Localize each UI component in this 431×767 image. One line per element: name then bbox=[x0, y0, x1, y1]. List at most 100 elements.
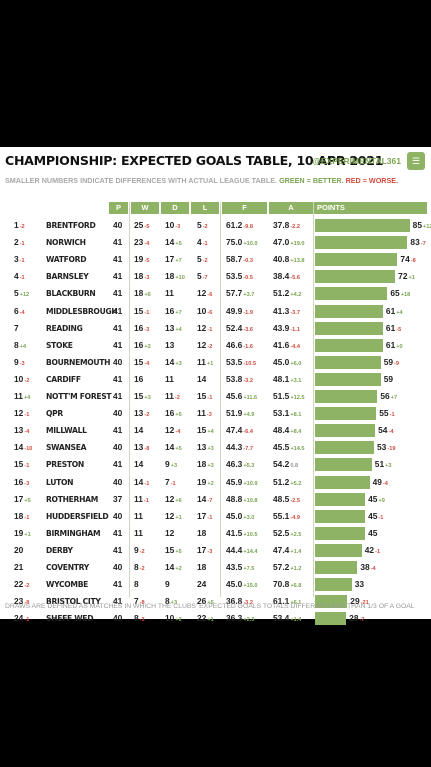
points-bar bbox=[315, 287, 388, 301]
table-row[interactable]: 12-1 QPR 40 13-2 16+5 11-3 51.9+4.9 53.1+8.1 55-… bbox=[0, 405, 431, 422]
played-cell: 41 bbox=[113, 339, 123, 350]
w-cell: 16 bbox=[134, 371, 144, 390]
points-cell: 85+12 bbox=[413, 217, 431, 236]
d-diff: +6 bbox=[175, 497, 182, 504]
played-cell: 41 bbox=[113, 579, 123, 590]
l-diff: -3 bbox=[206, 412, 212, 419]
team-name: NOTT'M FOREST bbox=[46, 392, 112, 401]
f-value: 53.5 bbox=[226, 356, 243, 367]
table-row[interactable]: 13-4 MILLWALL 41 14 12-4 15+4 47.4-6.4 48.4+8.4… bbox=[0, 422, 431, 439]
points-diff: -5 bbox=[396, 326, 402, 333]
table-row[interactable]: 15-1 PRESTON 41 14 9+3 18+3 46.3+5.3 54.20.8 51+… bbox=[0, 456, 431, 473]
w-value: 7 bbox=[134, 596, 139, 607]
points-value: 61 bbox=[385, 305, 396, 316]
a-value: 41.6 bbox=[273, 339, 290, 350]
rank-value: 23 bbox=[14, 596, 24, 607]
table-row[interactable]: 11+4 NOTT'M FOREST 41 15+3 11-2 15-1 45.6+11.6… bbox=[0, 388, 431, 405]
table-row[interactable]: 21 COVENTRY 40 8-2 14+2 18 43.5+7.5 57.2+1.2 38-… bbox=[0, 559, 431, 576]
played-cell: 40 bbox=[113, 356, 123, 367]
table-row[interactable]: 9-3 BOURNEMOUTH 40 15-4 14+3 11+1 53.5-10.5 45.… bbox=[0, 354, 431, 371]
table-row[interactable]: 4-1 BARNSLEY 41 18-3 18+10 5-7 53.5-0.5 38.4-5.… bbox=[0, 268, 431, 285]
table-row[interactable]: 19+1 BIRMINGHAM 41 11 12 18 41.5+10.5 52.5+2.5 4… bbox=[0, 525, 431, 542]
points-diff: +7 bbox=[390, 395, 398, 401]
a-diff: +8.1 bbox=[290, 412, 302, 419]
points-diff: -8 bbox=[410, 258, 416, 265]
points-bar bbox=[315, 441, 375, 455]
a-diff: +6.0 bbox=[290, 360, 302, 367]
points-cell: 59 bbox=[384, 371, 394, 390]
table-row[interactable]: 7 READING 41 16-3 13+4 12-1 52.4-3.6 43.9-1.1 61… bbox=[0, 320, 431, 337]
f-value: 46.3 bbox=[226, 459, 243, 470]
table-row[interactable]: 14-10 SWANSEA 40 13-8 14+5 13+3 44.3-7.7 45.5+1… bbox=[0, 439, 431, 456]
points-cell: 45-1 bbox=[368, 508, 383, 527]
table-row[interactable]: 16-3 LUTON 40 14-1 7-1 19+2 45.9+10.9 51.2+5.2 4… bbox=[0, 474, 431, 491]
a-cell: 51.2+4.2 bbox=[273, 285, 301, 304]
team-name: BIRMINGHAM bbox=[46, 528, 101, 538]
rank-cell: 22-2 bbox=[14, 576, 29, 595]
table-row[interactable]: 18-1 HUDDERSFIELD 40 11 12+1 17-1 45.0+3.0 55.1… bbox=[0, 508, 431, 525]
f-cell: 45.6+11.6 bbox=[226, 388, 257, 407]
table-row[interactable]: 8+4 STOKE 41 16+2 13 12-2 46.6-1.6 41.6-4.4 61+0 bbox=[0, 337, 431, 354]
f-value: 52.4 bbox=[226, 322, 243, 333]
d-cell: 12 bbox=[165, 525, 175, 544]
l-diff: +5 bbox=[207, 600, 214, 607]
table-row[interactable]: 5+12 BLACKBURN 41 18+6 11 12-6 57.7+3.7 51.2+4.… bbox=[0, 285, 431, 302]
points-cell: 29-21 bbox=[350, 593, 368, 612]
d-diff: +3 bbox=[170, 463, 178, 470]
w-diff: -1 bbox=[144, 480, 150, 487]
table-row[interactable]: 10-2 CARDIFF 41 16 11 14 53.8-3.2 48.1+3.1 59 bbox=[0, 371, 431, 388]
l-cell: 19+2 bbox=[197, 474, 214, 493]
f-value: 51.9 bbox=[226, 408, 243, 419]
points-diff: -4 bbox=[370, 566, 376, 572]
points-cell: 49-4 bbox=[373, 474, 388, 493]
rank-diff: -1 bbox=[19, 258, 25, 265]
l-cell: 15+4 bbox=[197, 422, 214, 441]
l-cell: 14-7 bbox=[197, 491, 212, 510]
a-diff: +1.2 bbox=[290, 566, 302, 572]
w-cell: 8-2 bbox=[134, 559, 145, 578]
table-row[interactable]: 6-4 MIDDLESBROUGH 41 15-1 16+7 10-6 49.9-1.9 41… bbox=[0, 303, 431, 320]
a-diff: +4.2 bbox=[290, 292, 302, 299]
points-value: 59 bbox=[383, 356, 394, 367]
f-cell: 53.8-3.2 bbox=[226, 371, 253, 390]
a-value: 53.4 bbox=[273, 613, 290, 624]
played-cell: 41 bbox=[113, 237, 123, 248]
a-cell: 48.1+3.1 bbox=[273, 371, 301, 390]
a-diff: 0.8 bbox=[290, 463, 299, 470]
l-diff: -7 bbox=[202, 275, 208, 282]
l-value: 12 bbox=[197, 339, 207, 350]
d-diff: -2 bbox=[174, 395, 180, 401]
points-diff: +9 bbox=[378, 497, 385, 504]
table-row[interactable]: 2-1 NORWICH 41 23-4 14+5 4-1 75.0+10.0 47.0+19.… bbox=[0, 234, 431, 251]
l-value: 19 bbox=[197, 476, 207, 487]
team-name: READING bbox=[46, 323, 83, 333]
rank-cell: 23-8 bbox=[14, 593, 29, 612]
table-row[interactable]: 17+5 ROTHERHAM 37 11-1 12+6 14-7 48.8+10.8 48.5… bbox=[0, 491, 431, 508]
table-row[interactable]: 20 DERBY 41 9-2 15+5 17-3 44.4+14.4 47.4+1.4 42-… bbox=[0, 542, 431, 559]
played-cell: 40 bbox=[113, 220, 123, 230]
d-cell: 10-3 bbox=[165, 217, 180, 236]
team-name: MILLWALL bbox=[46, 426, 87, 436]
l-value: 18 bbox=[197, 562, 207, 572]
table-row[interactable]: 22-2 WYCOMBE 41 8 9 24 45.0+15.0 70.8+6.8 33 bbox=[0, 576, 431, 593]
twitter-handle[interactable]: @EXPERIMENTAL361 bbox=[312, 156, 401, 166]
played-cell: 40 bbox=[113, 476, 123, 487]
d-value: 14 bbox=[165, 356, 175, 367]
l-cell: 10-6 bbox=[197, 303, 212, 322]
table-row[interactable]: 24-1 SHEFF WED 40 8-3 10+2 22+1 36.3+2.3 53.4+1… bbox=[0, 610, 431, 627]
f-diff: -10.5 bbox=[243, 360, 257, 367]
l-value: 15 bbox=[197, 391, 207, 401]
w-value: 8 bbox=[134, 613, 139, 624]
a-diff: +1.4 bbox=[290, 617, 302, 624]
a-value: 47.0 bbox=[273, 237, 290, 248]
rank-diff: -2 bbox=[19, 224, 25, 230]
table-row[interactable]: 23-8 BRISTOL CITY 41 7-8 8+3 26+5 36.8-3.2 61.1… bbox=[0, 593, 431, 610]
rank-value: 4 bbox=[14, 271, 19, 282]
a-value: 61.1 bbox=[273, 596, 290, 607]
f-value: 58.7 bbox=[226, 254, 243, 265]
table-row[interactable]: 3-1 WATFORD 41 19-5 17+7 5-2 58.7-0.3 40.8+13.8… bbox=[0, 251, 431, 268]
rank-value: 6 bbox=[14, 305, 19, 316]
f-diff: +10.9 bbox=[243, 480, 258, 487]
d-cell: 11 bbox=[165, 371, 175, 390]
table-row[interactable]: 1-2 BRENTFORD 40 25-5 10-3 5-2 61.2-9.8 37.8-2.… bbox=[0, 217, 431, 234]
